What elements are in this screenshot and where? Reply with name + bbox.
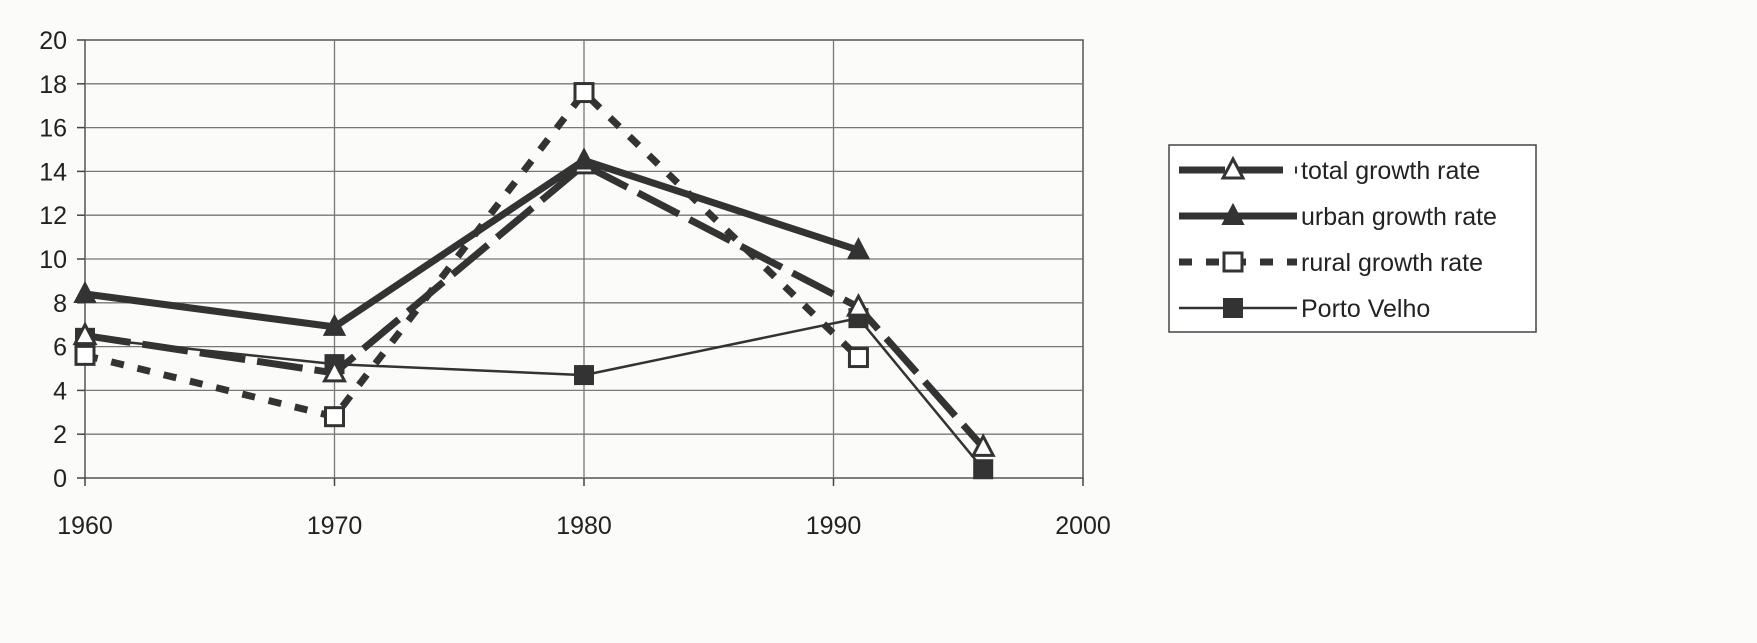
x-tick-label: 1970 bbox=[307, 512, 363, 540]
series-layer bbox=[72, 82, 996, 480]
legend-item-urban-growth-rate: urban growth rate bbox=[1179, 202, 1497, 231]
series-line-rural-growth-rate bbox=[84, 89, 861, 421]
plot-area bbox=[84, 39, 1084, 479]
data-point-urban-growth-rate bbox=[322, 313, 347, 336]
legend-item-porto-velho: Porto Velho bbox=[1179, 295, 1430, 323]
y-tick-label: 18 bbox=[39, 71, 67, 99]
legend-item-total-growth-rate: total growth rate bbox=[1179, 155, 1480, 185]
series-line-porto-velho bbox=[84, 316, 985, 470]
y-tick-label: 14 bbox=[39, 158, 67, 186]
x-tick-label: 1960 bbox=[57, 512, 113, 540]
data-point-porto-velho bbox=[973, 459, 994, 480]
x-tick-label: 2000 bbox=[1055, 512, 1111, 540]
series-rural-growth-rate bbox=[74, 82, 869, 428]
series-porto-velho bbox=[75, 308, 994, 480]
legend-label-total-growth-rate: total growth rate bbox=[1301, 157, 1480, 185]
data-point-total-growth-rate bbox=[970, 433, 996, 457]
y-axis-ticks: 0 2 4 6 8 10 12 14 16 18 20 bbox=[39, 27, 85, 493]
data-point-urban-growth-rate bbox=[846, 237, 871, 260]
data-point-rural-growth-rate bbox=[573, 82, 595, 104]
data-point-rural-growth-rate bbox=[847, 347, 869, 369]
y-tick-label: 10 bbox=[39, 246, 67, 274]
data-point-total-growth-rate bbox=[72, 321, 98, 346]
legend-label-rural-growth-rate: rural growth rate bbox=[1301, 249, 1483, 277]
legend-marker-porto-velho bbox=[1223, 298, 1243, 318]
y-tick-label: 16 bbox=[39, 115, 67, 143]
data-point-urban-growth-rate bbox=[73, 280, 97, 304]
x-axis-ticks: 1960 1970 1980 1990 2000 bbox=[57, 478, 1111, 540]
data-point-rural-growth-rate bbox=[74, 344, 96, 366]
legend-label-porto-velho: Porto Velho bbox=[1301, 295, 1430, 323]
x-tick-label: 1980 bbox=[556, 512, 612, 540]
data-point-rural-growth-rate bbox=[324, 406, 345, 428]
y-tick-label: 12 bbox=[39, 202, 67, 230]
legend-item-rural-growth-rate: rural growth rate bbox=[1179, 249, 1483, 277]
series-total-growth-rate bbox=[72, 150, 996, 457]
data-point-total-growth-rate bbox=[845, 292, 871, 317]
y-tick-label: 8 bbox=[53, 290, 67, 318]
y-tick-label: 20 bbox=[39, 27, 67, 55]
legend-marker-rural-growth-rate bbox=[1222, 251, 1244, 273]
y-tick-label: 2 bbox=[53, 421, 67, 449]
legend-label-urban-growth-rate: urban growth rate bbox=[1301, 203, 1497, 231]
series-line-total-growth-rate bbox=[84, 161, 986, 450]
data-point-porto-velho bbox=[574, 365, 594, 386]
series-line-urban-growth-rate bbox=[84, 156, 860, 331]
y-tick-label: 6 bbox=[53, 334, 67, 362]
legend-marker-urban-growth-rate bbox=[1221, 202, 1245, 225]
legend-marker-total-growth-rate bbox=[1220, 155, 1246, 180]
x-tick-label: 1990 bbox=[806, 512, 862, 540]
y-tick-label: 0 bbox=[53, 465, 67, 493]
y-tick-label: 4 bbox=[53, 377, 67, 405]
data-point-total-growth-rate bbox=[322, 358, 347, 383]
legend: total growth rate urban growth rate rural … bbox=[1168, 144, 1537, 333]
series-urban-growth-rate bbox=[73, 147, 871, 336]
data-point-urban-growth-rate bbox=[572, 147, 596, 170]
